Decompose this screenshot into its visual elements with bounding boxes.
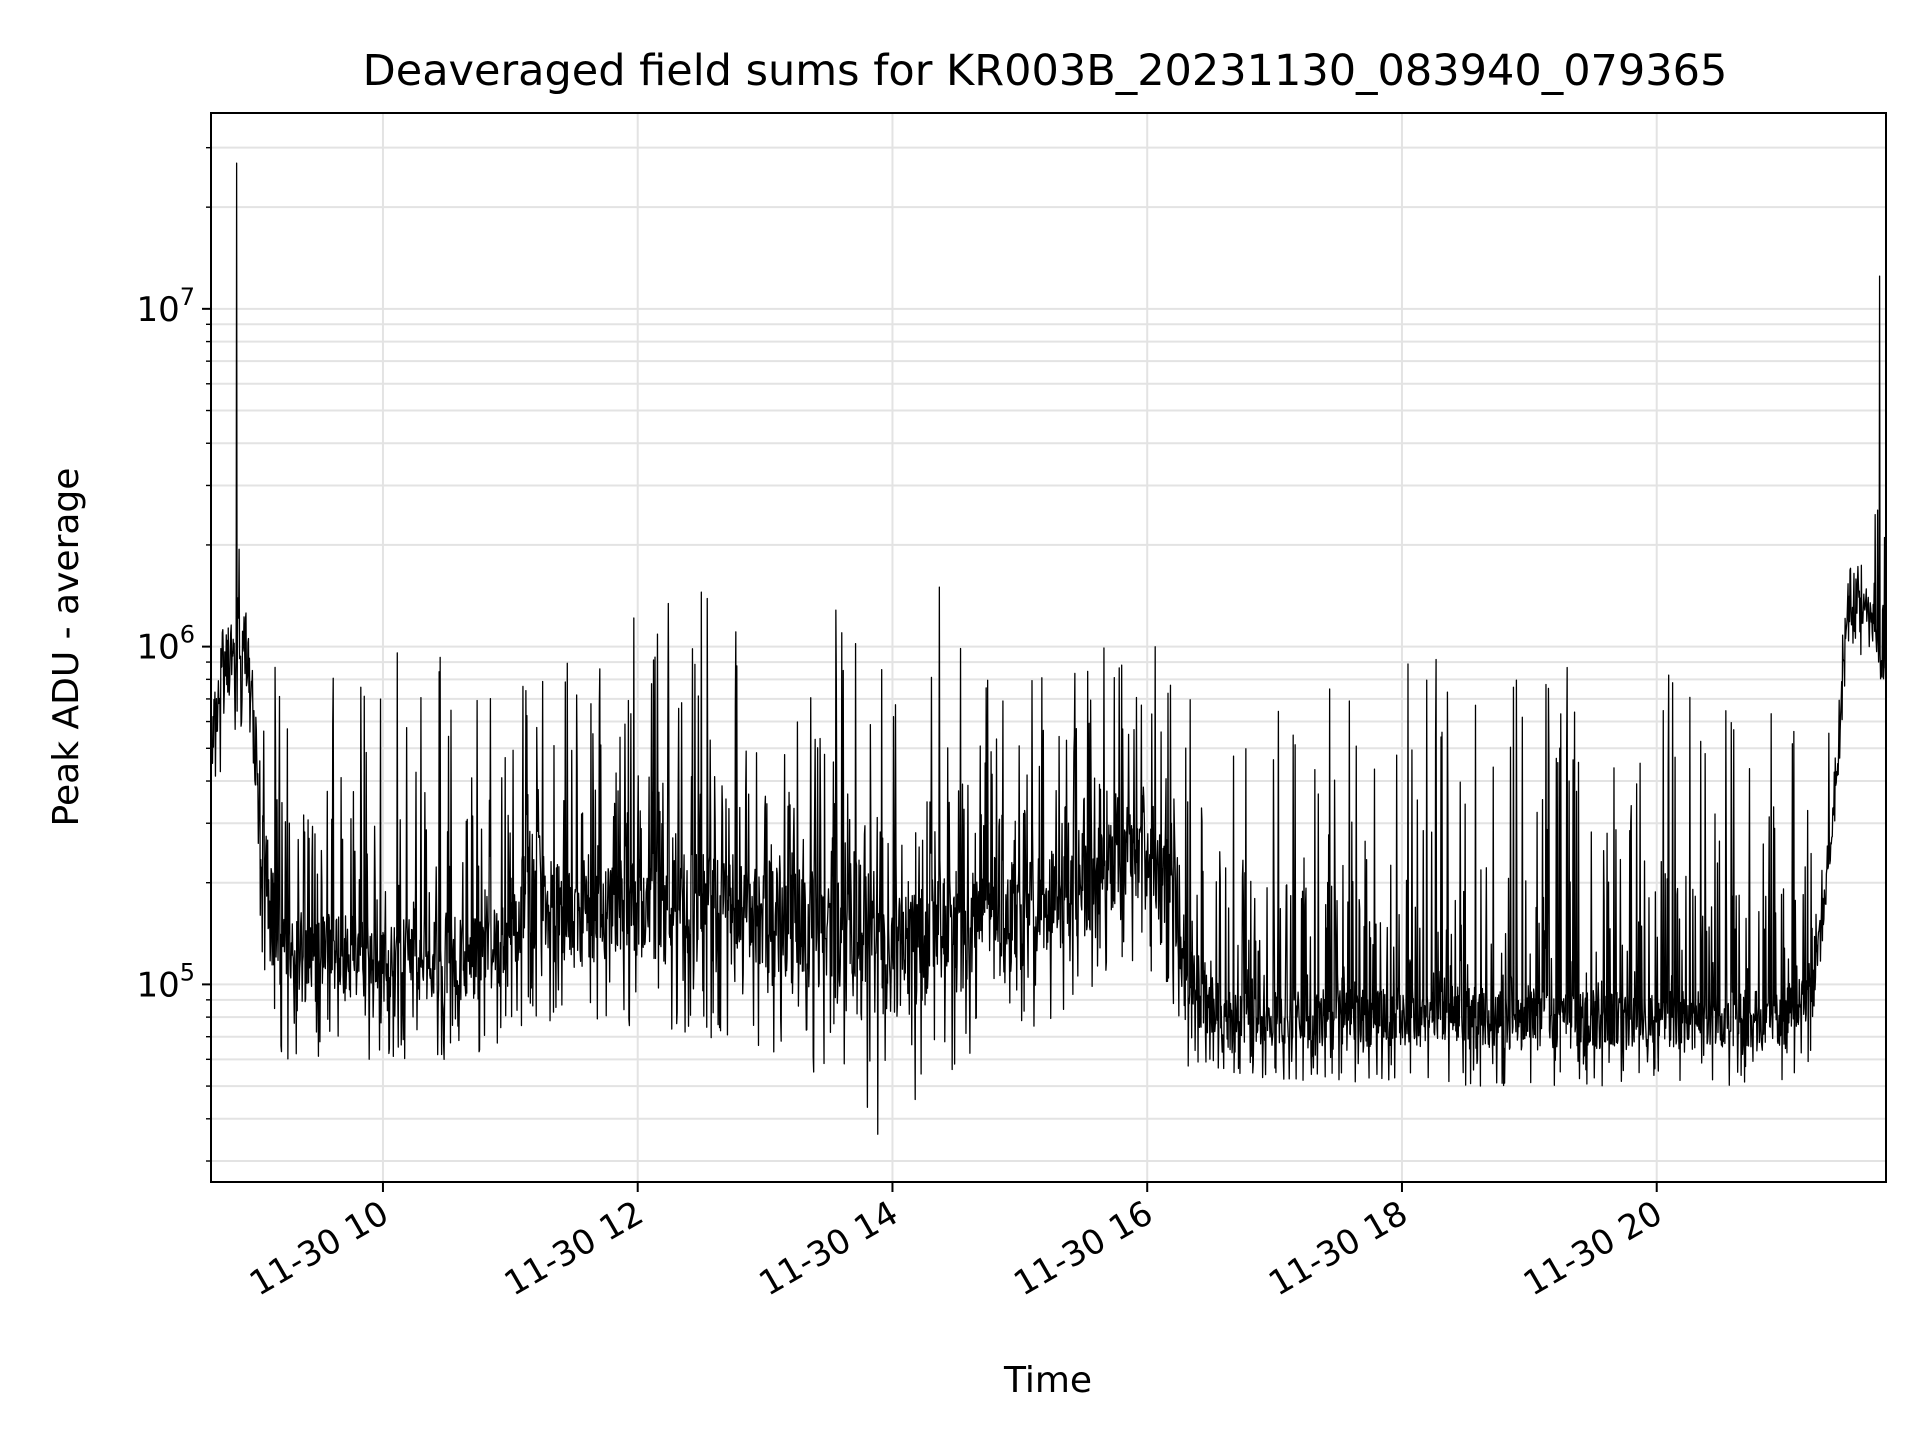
y-tick-base: 10 — [136, 965, 179, 1005]
y-tick-base: 10 — [136, 290, 179, 330]
data-series — [210, 162, 1887, 1135]
x-axis-label: Time — [1003, 1360, 1092, 1401]
y-tick-exponent: 7 — [180, 283, 195, 311]
y-tick-label: 107 — [136, 283, 195, 330]
chart-title: Deaveraged field sums for KR003B_2023113… — [363, 46, 1728, 96]
y-tick-label: 106 — [136, 621, 195, 668]
y-tick-exponent: 5 — [180, 958, 195, 986]
y-tick-exponent: 6 — [180, 621, 195, 649]
y-tick-base: 10 — [136, 628, 179, 668]
y-axis-label: Peak ADU - average — [46, 468, 87, 827]
y-tick-label: 105 — [136, 958, 195, 1005]
grid-lines — [211, 113, 1886, 1182]
series-line — [210, 162, 1887, 1135]
